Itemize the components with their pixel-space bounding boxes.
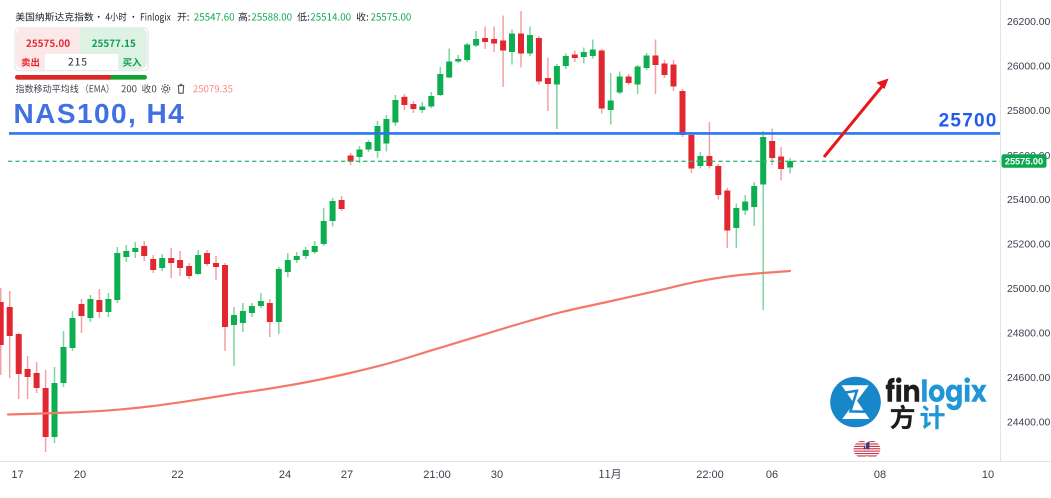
svg-text:10: 10 xyxy=(982,469,994,481)
svg-text:25575.00: 25575.00 xyxy=(1005,156,1043,166)
svg-text:24800.00: 24800.00 xyxy=(1007,329,1051,340)
svg-text:25800.00: 25800.00 xyxy=(1007,106,1051,117)
svg-text:26200.00: 26200.00 xyxy=(1007,17,1051,28)
svg-text:22: 22 xyxy=(171,469,183,481)
svg-text:08: 08 xyxy=(874,469,886,481)
svg-text:NAS100, H4: NAS100, H4 xyxy=(14,98,186,129)
svg-text:06: 06 xyxy=(766,469,778,481)
svg-text:24400.00: 24400.00 xyxy=(1007,418,1051,429)
svg-text:25200.00: 25200.00 xyxy=(1007,240,1051,251)
svg-text:21:00: 21:00 xyxy=(423,469,451,481)
svg-text:22:00: 22:00 xyxy=(696,469,724,481)
svg-text:25700: 25700 xyxy=(939,111,998,132)
svg-text:26000.00: 26000.00 xyxy=(1007,62,1051,73)
svg-text:20: 20 xyxy=(74,469,86,481)
svg-text:17: 17 xyxy=(11,469,23,481)
svg-text:30: 30 xyxy=(491,469,503,481)
svg-text:27: 27 xyxy=(341,469,353,481)
svg-text:25400.00: 25400.00 xyxy=(1007,195,1051,206)
svg-text:25000.00: 25000.00 xyxy=(1007,284,1051,295)
svg-text:24600.00: 24600.00 xyxy=(1007,373,1051,384)
svg-text:24: 24 xyxy=(279,469,291,481)
